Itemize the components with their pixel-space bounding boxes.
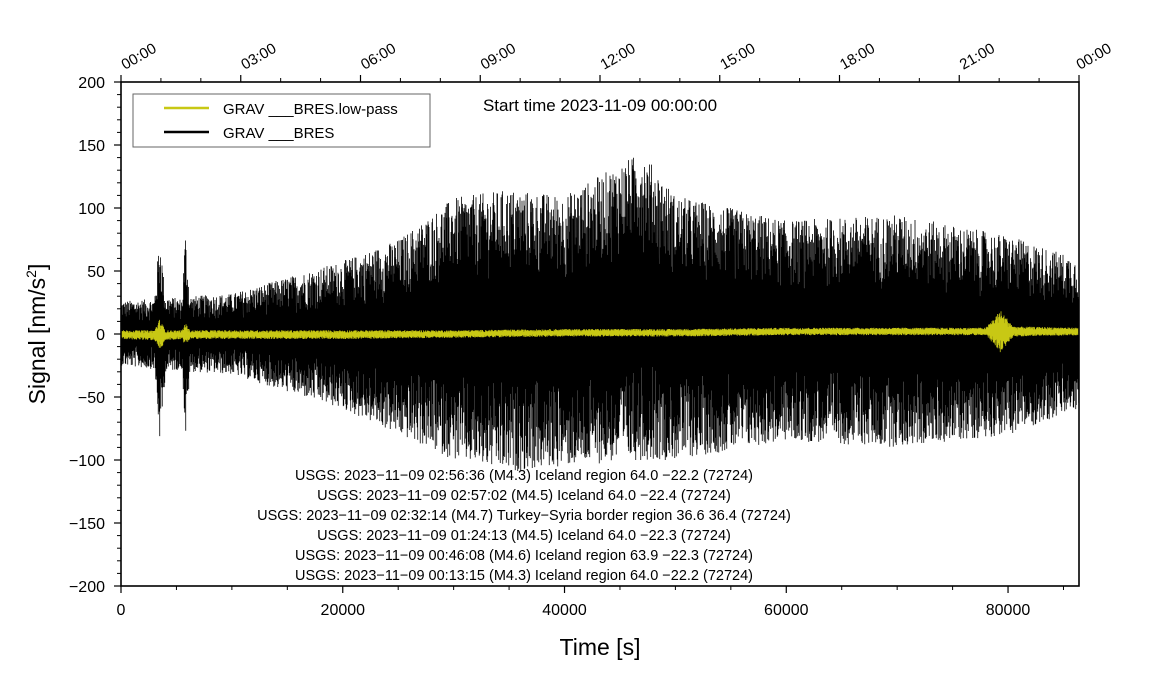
top-tick-label: 18:00 <box>837 40 878 73</box>
top-tick-label: 00:00 <box>1074 40 1115 73</box>
x-axis-title: Time [s] <box>560 634 641 660</box>
axis-ticks <box>114 75 1080 593</box>
event-annotation: USGS: 2023−11−09 01:24:13 (M4.5) Iceland… <box>317 528 731 544</box>
x-tick-label: 40000 <box>542 602 587 619</box>
top-tick-label: 21:00 <box>957 40 998 73</box>
y-tick-label: −50 <box>78 390 105 407</box>
x-tick-label: 20000 <box>321 602 366 619</box>
event-annotation: USGS: 2023−11−09 02:57:02 (M4.5) Iceland… <box>317 488 731 504</box>
y-axis-title-sup: 2 <box>23 270 39 278</box>
y-axis-title: Signal [nm/s2] <box>23 264 50 405</box>
event-annotation: USGS: 2023−11−09 02:56:36 (M4.3) Iceland… <box>295 468 753 484</box>
y-tick-label: −200 <box>69 579 105 596</box>
y-tick-label: −100 <box>69 453 105 470</box>
top-tick-label: 06:00 <box>358 40 399 73</box>
legend-box <box>132 93 431 148</box>
y-tick-label: −150 <box>69 516 105 533</box>
y-tick-labels: −200 −150 −100 −50 0 50 100 150 200 <box>69 75 105 596</box>
y-axis-title-close: ] <box>24 264 50 270</box>
top-tick-labels: 00:00 03:00 06:00 09:00 12:00 15:00 18:0… <box>119 40 1115 73</box>
top-tick-label: 15:00 <box>717 40 758 73</box>
top-tick-label: 09:00 <box>478 40 519 73</box>
x-tick-label: 60000 <box>764 602 809 619</box>
legend: GRAV ___BRES.low-pass GRAV ___BRES <box>132 93 431 148</box>
top-tick-label: 00:00 <box>119 40 160 73</box>
x-tick-label: 0 <box>117 602 126 619</box>
x-tick-labels: 0 20000 40000 60000 80000 <box>117 602 1031 619</box>
legend-label-raw: GRAV ___BRES <box>223 125 334 142</box>
y-axis-title-main: Signal [nm/s <box>24 278 50 405</box>
raw-signal-trace <box>121 157 1079 472</box>
event-annotation: USGS: 2023−11−09 02:32:14 (M4.7) Turkey−… <box>257 508 791 524</box>
event-annotation: USGS: 2023−11−09 00:46:08 (M4.6) Iceland… <box>295 548 753 564</box>
y-tick-label: 150 <box>78 138 105 155</box>
y-tick-label: 100 <box>78 201 105 218</box>
start-time-label: Start time 2023-11-09 00:00:00 <box>483 96 717 115</box>
event-annotation: USGS: 2023−11−09 00:13:15 (M4.3) Iceland… <box>295 568 753 584</box>
x-tick-label: 80000 <box>986 602 1031 619</box>
top-tick-label: 12:00 <box>598 40 639 73</box>
legend-label-lowpass: GRAV ___BRES.low-pass <box>223 101 398 118</box>
top-tick-label: 03:00 <box>238 40 279 73</box>
traces-group <box>121 157 1079 472</box>
y-tick-label: 200 <box>78 75 105 92</box>
y-tick-label: 50 <box>87 264 105 281</box>
y-tick-label: 0 <box>96 327 105 344</box>
event-annotations: USGS: 2023−11−09 02:56:36 (M4.3) Iceland… <box>257 468 791 584</box>
